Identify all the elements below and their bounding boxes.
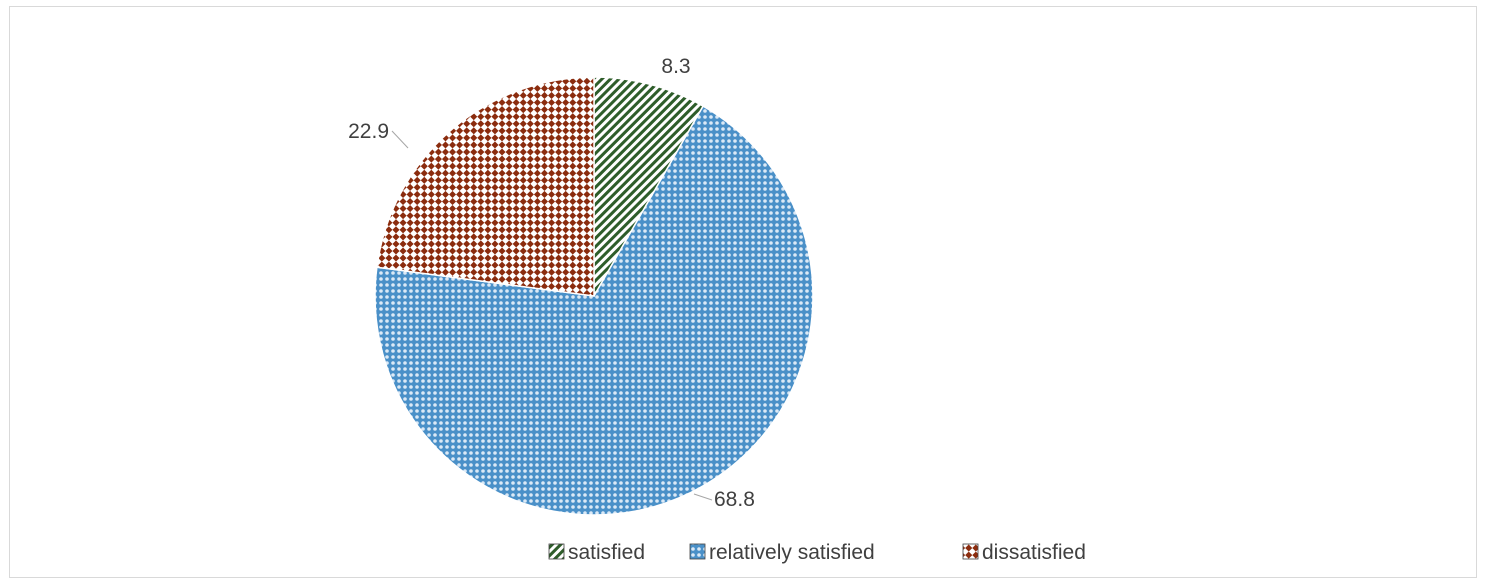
pie-slices bbox=[374, 76, 814, 516]
data-label-relatively-satisfied: 68.8 bbox=[714, 488, 755, 511]
legend-label-relatively-satisfied: relatively satisfied bbox=[709, 541, 875, 564]
legend-swatch-dissatisfied bbox=[962, 543, 979, 560]
leader-line-dissatisfied bbox=[391, 130, 409, 149]
pie-slice-dissatisfied bbox=[376, 76, 595, 297]
legend-label-satisfied: satisfied bbox=[568, 541, 645, 564]
data-label-dissatisfied: 22.9 bbox=[348, 120, 389, 143]
legend-swatch-satisfied bbox=[548, 543, 565, 560]
legend-swatch-relatively-satisfied bbox=[689, 543, 706, 560]
pie-slice-satisfied bbox=[593, 76, 705, 299]
leader-line-relatively-satisfied bbox=[693, 493, 713, 501]
legend: satisfied relatively satisfied dissatisf… bbox=[548, 541, 1086, 564]
pie-slice-relatively-satisfied bbox=[374, 105, 814, 516]
data-label-satisfied: 8.3 bbox=[661, 55, 690, 78]
leader-lines bbox=[391, 130, 713, 501]
legend-label-dissatisfied: dissatisfied bbox=[982, 541, 1086, 564]
data-labels: 8.3 68.8 22.9 bbox=[348, 55, 755, 511]
